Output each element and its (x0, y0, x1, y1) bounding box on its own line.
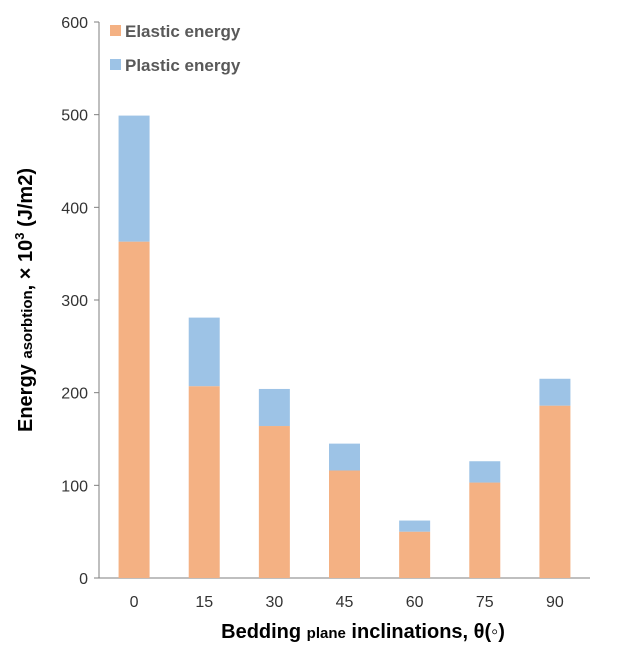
y-tick-label: 500 (61, 108, 88, 125)
bar-elastic-energy-15 (188, 386, 220, 578)
bar-elastic-energy-30 (258, 426, 290, 578)
x-axis-title: Bedding plane inclinations, θ(◦) (221, 621, 505, 643)
legend: Elastic energy Plastic energy (110, 22, 241, 75)
y-axis-title: Energy asorbtion, × 103 (J/m2) (12, 168, 37, 432)
x-tick-label: 15 (195, 594, 213, 611)
bar-plastic-energy-90 (539, 378, 571, 406)
x-tick-label: 0 (130, 594, 139, 611)
x-tick-label: 75 (476, 594, 494, 611)
legend-swatch (110, 25, 121, 36)
bars (118, 115, 571, 578)
y-tick-label: 100 (61, 478, 88, 495)
bar-elastic-energy-0 (118, 241, 150, 578)
y-tick-label: 400 (61, 200, 88, 217)
x-tick-label: 60 (406, 594, 424, 611)
axes: 0 100 200 300 400 500 600 0 15 30 45 60 75 90 (61, 15, 590, 611)
x-tick-label: 90 (546, 594, 564, 611)
bar-plastic-energy-0 (118, 115, 150, 242)
bar-elastic-energy-45 (329, 470, 360, 578)
bar-elastic-energy-90 (539, 405, 571, 578)
bar-elastic-energy-60 (399, 531, 431, 578)
legend-swatch (110, 59, 121, 70)
x-tick-label: 30 (265, 594, 283, 611)
y-tick-label: 300 (61, 293, 88, 310)
y-tick-label: 200 (61, 386, 88, 403)
x-tick-label: 45 (336, 594, 354, 611)
y-tick-label: 600 (61, 15, 88, 32)
legend-label: Elastic energy (125, 22, 241, 41)
legend-label: Plastic energy (125, 56, 241, 75)
bar-plastic-energy-15 (188, 317, 220, 387)
bar-plastic-energy-45 (329, 443, 360, 471)
bar-plastic-energy-30 (258, 388, 290, 427)
bar-elastic-energy-75 (469, 482, 501, 578)
bar-plastic-energy-75 (469, 461, 501, 483)
bar-plastic-energy-60 (399, 520, 431, 532)
y-tick-label: 0 (79, 571, 88, 588)
